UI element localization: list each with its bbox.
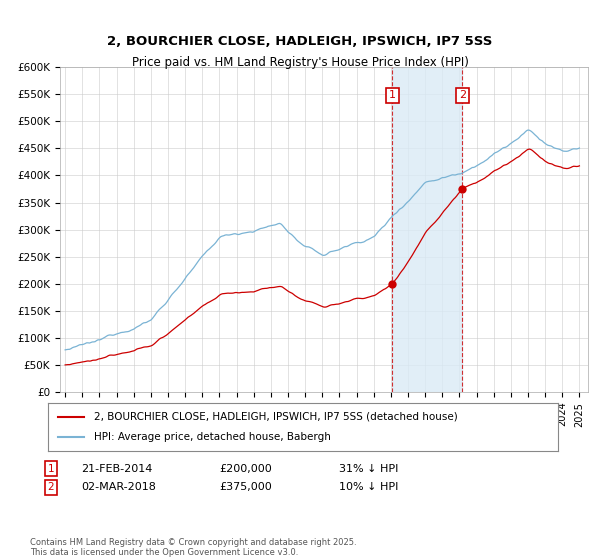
Text: 02-MAR-2018: 02-MAR-2018: [81, 482, 156, 492]
Text: 1: 1: [389, 90, 396, 100]
Text: HPI: Average price, detached house, Babergh: HPI: Average price, detached house, Babe…: [94, 432, 331, 442]
Bar: [392, 67, 462, 392]
Text: 2, BOURCHIER CLOSE, HADLEIGH, IPSWICH, IP7 5SS (detached house): 2, BOURCHIER CLOSE, HADLEIGH, IPSWICH, I…: [94, 412, 458, 422]
Text: £375,000: £375,000: [219, 482, 272, 492]
Text: 2, BOURCHIER CLOSE, HADLEIGH, IPSWICH, IP7 5SS: 2, BOURCHIER CLOSE, HADLEIGH, IPSWICH, I…: [107, 35, 493, 48]
Text: 21-FEB-2014: 21-FEB-2014: [81, 464, 152, 474]
Text: £200,000: £200,000: [219, 464, 272, 474]
Text: 10% ↓ HPI: 10% ↓ HPI: [339, 482, 398, 492]
Text: Price paid vs. HM Land Registry's House Price Index (HPI): Price paid vs. HM Land Registry's House …: [131, 56, 469, 69]
Text: 1: 1: [47, 464, 55, 474]
Text: Contains HM Land Registry data © Crown copyright and database right 2025.
This d: Contains HM Land Registry data © Crown c…: [30, 538, 356, 557]
Text: 2: 2: [47, 482, 55, 492]
Text: 2: 2: [459, 90, 466, 100]
Text: 31% ↓ HPI: 31% ↓ HPI: [339, 464, 398, 474]
